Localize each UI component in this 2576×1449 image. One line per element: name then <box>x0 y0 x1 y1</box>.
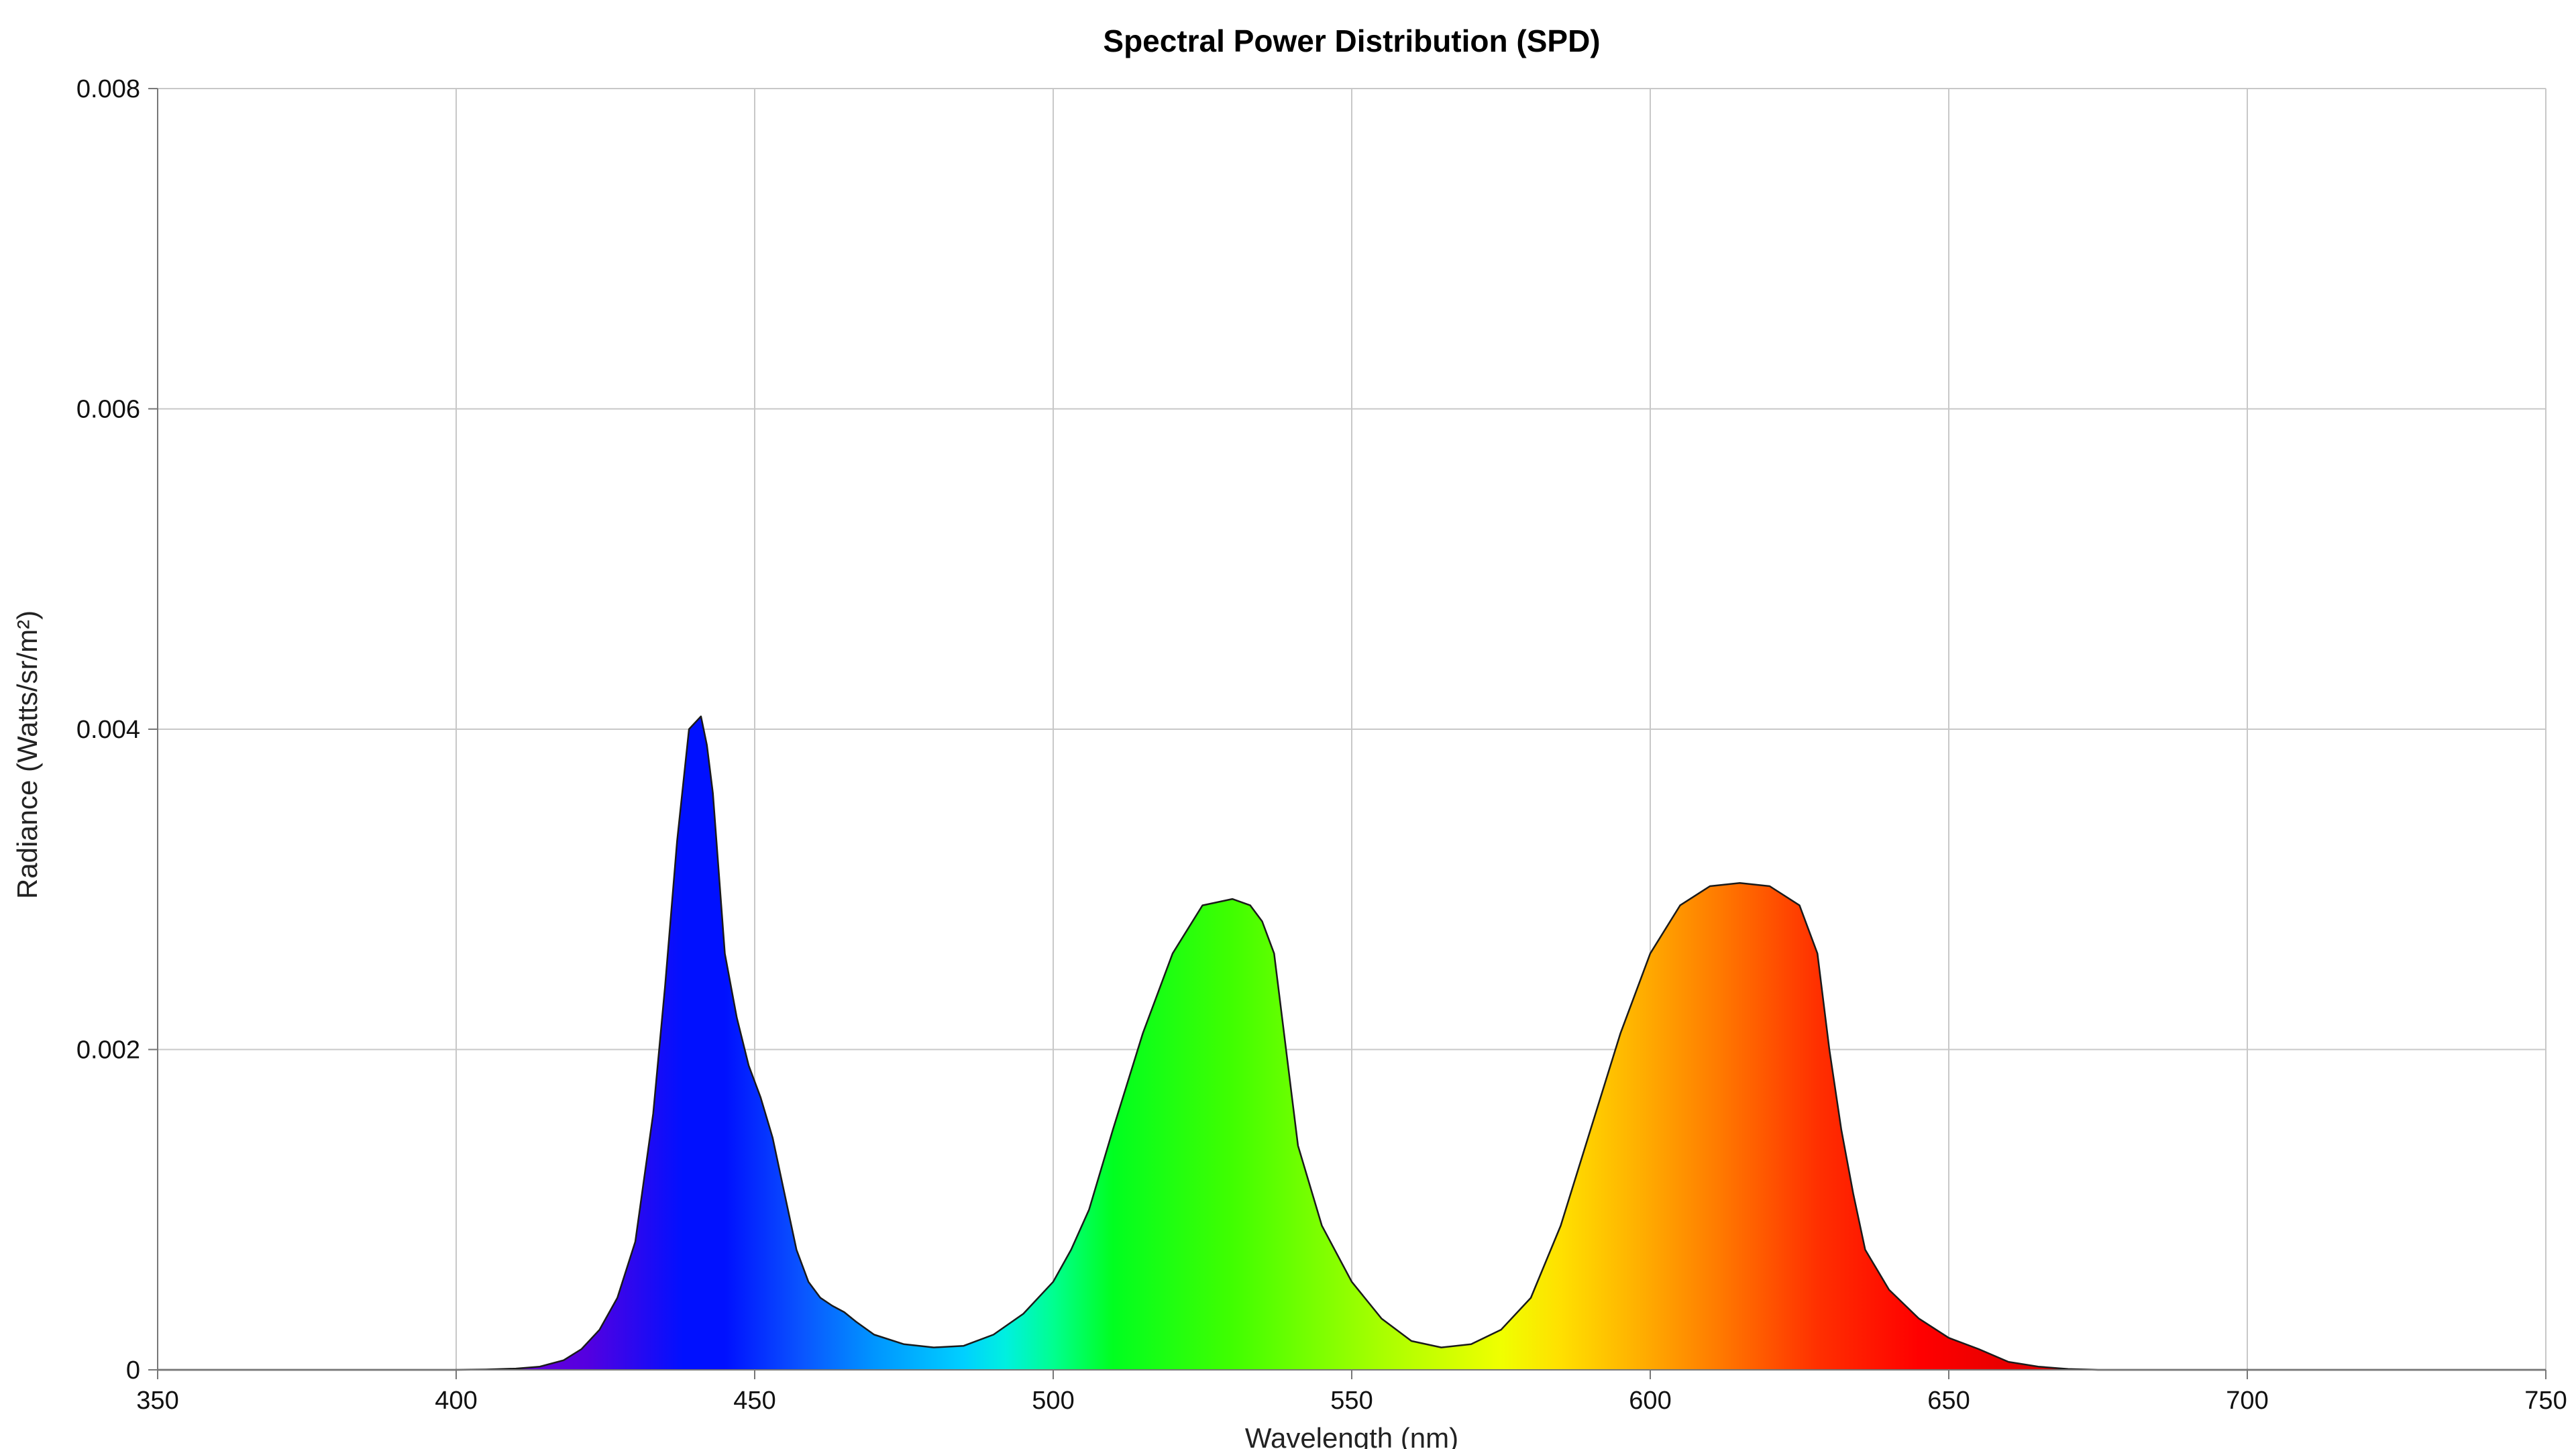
spd-line <box>158 715 2546 1371</box>
plot-area <box>158 715 2546 1371</box>
y-tick-label: 0 <box>126 1356 140 1385</box>
x-tick-label: 400 <box>435 1387 477 1415</box>
chart-title: Spectral Power Distribution (SPD) <box>1103 23 1600 58</box>
y-axis-title: Radiance (Watts/sr/m²) <box>11 610 43 899</box>
y-tick-label: 0.004 <box>76 716 140 744</box>
x-tick-label: 700 <box>2226 1387 2268 1415</box>
x-tick-label: 750 <box>2524 1387 2567 1415</box>
x-tick-label: 350 <box>136 1387 178 1415</box>
x-tick-label: 600 <box>1629 1387 1671 1415</box>
x-tick-label: 550 <box>1330 1387 1373 1415</box>
x-tick-label: 450 <box>733 1387 775 1415</box>
x-tick-label: 650 <box>1927 1387 1970 1415</box>
y-tick-label: 0.002 <box>76 1036 140 1065</box>
tick-labels: 350 400 450 500 550 600 650 700 750 0 0.002 0.004 0.… <box>76 75 2567 1415</box>
x-tick-label: 500 <box>1032 1387 1074 1415</box>
y-tick-label: 0.008 <box>76 75 140 103</box>
axes <box>148 88 2546 1379</box>
grid-lines <box>157 88 2546 1371</box>
x-axis-title: Wavelength (nm) <box>1245 1422 1458 1449</box>
y-tick-label: 0.006 <box>76 396 140 424</box>
spd-area <box>158 716 2546 1370</box>
